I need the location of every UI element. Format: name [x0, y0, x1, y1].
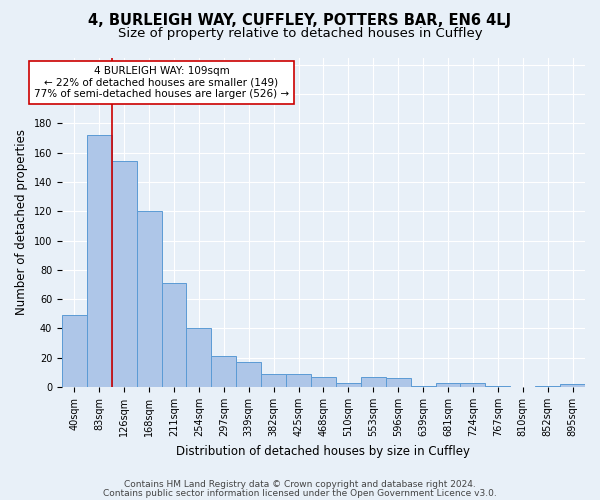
Bar	[386, 378, 410, 387]
Bar	[336, 382, 361, 387]
Bar	[436, 382, 460, 387]
Bar	[261, 374, 286, 387]
Text: 4 BURLEIGH WAY: 109sqm
← 22% of detached houses are smaller (149)
77% of semi-de: 4 BURLEIGH WAY: 109sqm ← 22% of detached…	[34, 66, 289, 99]
Bar	[236, 362, 261, 387]
Bar	[286, 374, 311, 387]
Bar	[485, 386, 510, 387]
Bar	[112, 162, 137, 387]
Text: Contains HM Land Registry data © Crown copyright and database right 2024.: Contains HM Land Registry data © Crown c…	[124, 480, 476, 489]
Bar	[137, 212, 161, 387]
Bar	[87, 135, 112, 387]
Bar	[187, 328, 211, 387]
Y-axis label: Number of detached properties: Number of detached properties	[15, 130, 28, 316]
Bar	[535, 386, 560, 387]
Bar	[161, 283, 187, 387]
Bar	[460, 382, 485, 387]
Bar	[560, 384, 585, 387]
Bar	[311, 377, 336, 387]
Bar	[410, 386, 436, 387]
Bar	[211, 356, 236, 387]
Bar	[62, 316, 87, 387]
Bar	[361, 377, 386, 387]
Text: Contains public sector information licensed under the Open Government Licence v3: Contains public sector information licen…	[103, 488, 497, 498]
Text: 4, BURLEIGH WAY, CUFFLEY, POTTERS BAR, EN6 4LJ: 4, BURLEIGH WAY, CUFFLEY, POTTERS BAR, E…	[88, 12, 512, 28]
X-axis label: Distribution of detached houses by size in Cuffley: Distribution of detached houses by size …	[176, 444, 470, 458]
Text: Size of property relative to detached houses in Cuffley: Size of property relative to detached ho…	[118, 28, 482, 40]
